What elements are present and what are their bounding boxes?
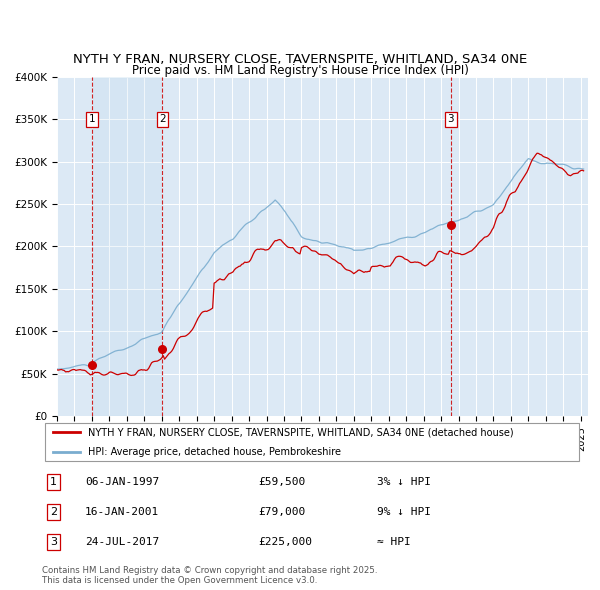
Text: 1: 1 — [50, 477, 57, 487]
Text: £59,500: £59,500 — [258, 477, 305, 487]
Text: ≈ HPI: ≈ HPI — [377, 537, 410, 547]
Text: 06-JAN-1997: 06-JAN-1997 — [85, 477, 160, 487]
Text: Contains HM Land Registry data © Crown copyright and database right 2025.
This d: Contains HM Land Registry data © Crown c… — [42, 566, 377, 585]
Text: NYTH Y FRAN, NURSERY CLOSE, TAVERNSPITE, WHITLAND, SA34 0NE: NYTH Y FRAN, NURSERY CLOSE, TAVERNSPITE,… — [73, 53, 527, 66]
Text: 24-JUL-2017: 24-JUL-2017 — [85, 537, 160, 547]
FancyBboxPatch shape — [45, 423, 580, 461]
Text: 3% ↓ HPI: 3% ↓ HPI — [377, 477, 431, 487]
Text: 16-JAN-2001: 16-JAN-2001 — [85, 507, 160, 517]
Text: £79,000: £79,000 — [258, 507, 305, 517]
Text: 2: 2 — [50, 507, 57, 517]
Text: Price paid vs. HM Land Registry's House Price Index (HPI): Price paid vs. HM Land Registry's House … — [131, 64, 469, 77]
Text: 1: 1 — [89, 114, 95, 124]
Text: HPI: Average price, detached house, Pembrokeshire: HPI: Average price, detached house, Pemb… — [88, 447, 341, 457]
Text: 2: 2 — [159, 114, 166, 124]
Text: £225,000: £225,000 — [258, 537, 312, 547]
Text: 3: 3 — [448, 114, 454, 124]
Text: NYTH Y FRAN, NURSERY CLOSE, TAVERNSPITE, WHITLAND, SA34 0NE (detached house): NYTH Y FRAN, NURSERY CLOSE, TAVERNSPITE,… — [88, 427, 514, 437]
Bar — [92, 77, 163, 416]
Text: 9% ↓ HPI: 9% ↓ HPI — [377, 507, 431, 517]
Text: 3: 3 — [50, 537, 57, 547]
